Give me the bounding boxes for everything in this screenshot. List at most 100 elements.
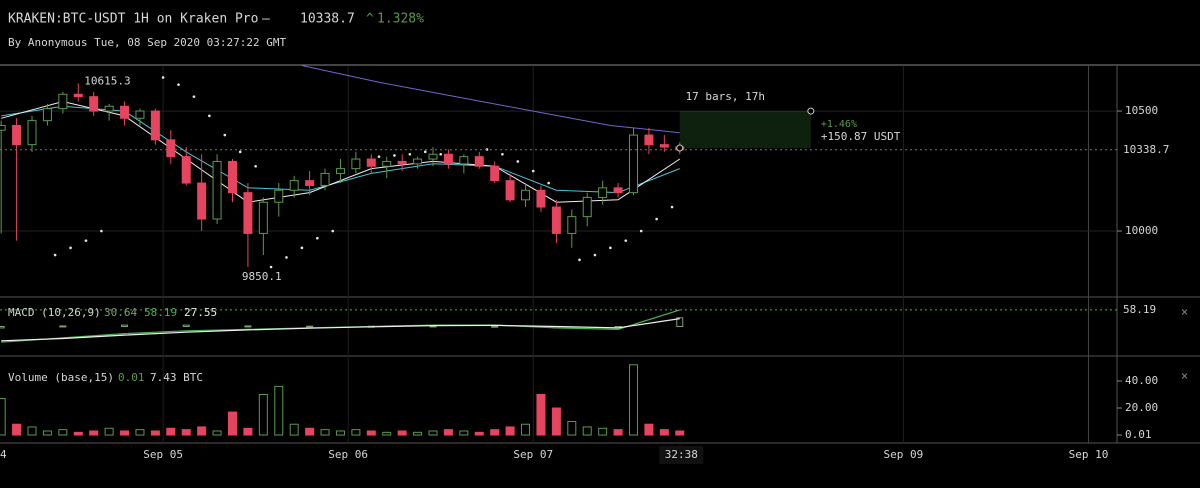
volume-bar <box>490 429 500 436</box>
macd-title: MACD (10,26,9) <box>8 306 101 319</box>
macd-value: 58.19 <box>144 306 177 319</box>
volume-bar <box>474 431 484 436</box>
macd-line <box>1 318 680 342</box>
volume-bar <box>305 427 315 436</box>
volume-bar <box>351 429 361 436</box>
volume-bar <box>644 423 654 436</box>
sar-dot <box>192 95 196 98</box>
candle-body <box>659 144 669 148</box>
sar-dot <box>331 229 335 233</box>
header-change: 1.328% <box>377 12 424 27</box>
symbol-title: KRAKEN:BTC-USDT 1H on Kraken Pro <box>8 12 258 27</box>
candle-body <box>166 139 176 158</box>
sar-dot <box>254 164 257 168</box>
low-label: 9850.1 <box>242 270 282 283</box>
volume-bar <box>258 394 268 436</box>
sar-dot <box>655 217 658 221</box>
sar-dot <box>316 236 319 240</box>
candle-body <box>0 124 6 131</box>
x-tick-label: Sep 06 <box>328 448 368 461</box>
volume-bar <box>104 427 114 436</box>
candle-body <box>212 160 222 220</box>
volume-bar <box>659 429 669 436</box>
sar-dot <box>300 246 304 250</box>
y-tick-label: 20.00 <box>1125 401 1158 414</box>
candle-body <box>628 134 638 194</box>
sar-dot <box>578 258 581 262</box>
y-tick-label: 0.01 <box>1125 428 1152 441</box>
candle-body <box>613 187 623 194</box>
volume-bar <box>197 426 207 436</box>
volume-bar <box>582 426 592 436</box>
close-button[interactable]: ✕ <box>1181 369 1188 383</box>
sar-dot <box>439 152 443 156</box>
sar-dot <box>285 256 288 259</box>
candle-body <box>366 158 376 167</box>
sar-dot <box>593 253 597 257</box>
volume-bar <box>443 429 453 436</box>
volume-bar <box>366 430 376 436</box>
candle-body <box>505 180 515 201</box>
x-tick-label: 4 <box>0 448 7 461</box>
sar-dot <box>69 246 72 250</box>
x-tick-label: Sep 09 <box>884 448 924 461</box>
volume-bar <box>212 430 222 436</box>
candle-body <box>443 153 453 165</box>
measure-bars: 17 bars, 17h <box>686 90 765 103</box>
sar-dot <box>393 154 396 157</box>
measure-handle <box>676 144 684 152</box>
candle-body <box>135 110 145 119</box>
volume-bar <box>628 364 638 436</box>
volume-bar <box>166 427 176 436</box>
volume-bar <box>536 394 546 436</box>
macd-histogram <box>306 325 314 328</box>
volume-bar <box>551 407 561 436</box>
candle-body <box>413 158 423 165</box>
x-tick-label: Sep 07 <box>513 448 553 461</box>
candle-body <box>58 93 68 110</box>
sar-dot <box>177 83 180 86</box>
volume-bar <box>89 430 99 436</box>
candle-body <box>490 165 500 182</box>
candle-body <box>582 196 592 218</box>
candle-body <box>227 160 237 194</box>
volume-bar <box>598 427 608 436</box>
last-price-label: 10338.7 <box>1123 143 1169 156</box>
candle-body <box>150 110 160 141</box>
sar-dot <box>208 114 211 118</box>
measure-percent: +1.46% <box>821 119 857 130</box>
candle-body <box>644 134 654 146</box>
volume-bar <box>73 431 83 436</box>
volume-bar <box>382 431 392 436</box>
macd-histogram <box>182 324 190 328</box>
y-tick-label: 40.00 <box>1125 374 1158 387</box>
x-tick-label: Sep 05 <box>143 448 183 461</box>
volume-bar <box>613 429 623 436</box>
measure-change: +150.87 USDT <box>821 130 901 143</box>
y-tick-label: 10000 <box>1125 224 1158 237</box>
volume-bar <box>675 430 685 436</box>
candle-body <box>474 156 484 167</box>
volume-bar <box>12 423 22 436</box>
sar-dot <box>377 155 381 158</box>
volume-bar <box>120 430 130 436</box>
macd-histogram <box>676 317 684 328</box>
sar-dot <box>223 133 227 137</box>
candle-body <box>258 201 268 234</box>
volume-bar <box>428 430 438 436</box>
volume-bar <box>397 430 407 436</box>
volume-value: 0.01 <box>118 371 145 384</box>
candle-body <box>521 189 531 201</box>
candle-body <box>598 187 608 198</box>
volume-bar <box>289 423 299 436</box>
volume-bar <box>505 426 515 436</box>
sar-dot <box>624 239 628 242</box>
high-label: 10615.3 <box>84 74 130 87</box>
volume-bar <box>459 430 469 436</box>
sar-dot <box>609 246 612 250</box>
macd-value: 27.55 <box>184 306 217 319</box>
sar-dot <box>501 152 504 156</box>
close-button[interactable]: ✕ <box>1181 305 1188 319</box>
